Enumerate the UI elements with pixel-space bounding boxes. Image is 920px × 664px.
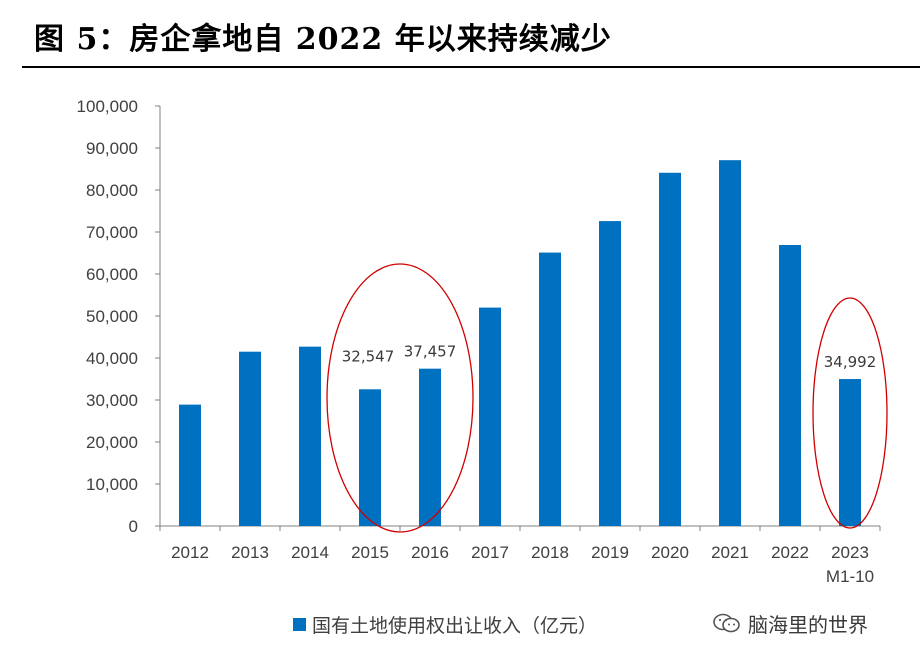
bar-2014 — [299, 346, 321, 526]
legend-label: 国有土地使用权出让收入（亿元） — [312, 614, 598, 637]
y-tick-label: 60,000 — [86, 265, 138, 284]
y-tick-label: 10,000 — [86, 475, 138, 494]
y-tick-label: 100,000 — [77, 97, 138, 116]
title-rule — [22, 66, 920, 68]
x-tick-sublabel: M1-10 — [826, 567, 874, 586]
wechat-icon — [713, 613, 740, 633]
y-tick-label: 20,000 — [86, 433, 138, 452]
bar-2023 — [839, 379, 861, 526]
data-label-2023: 34,992 — [824, 353, 877, 371]
bar-2020 — [659, 172, 681, 526]
bar-2017 — [479, 307, 501, 526]
x-tick-label: 2020 — [651, 543, 689, 562]
y-tick-label: 30,000 — [86, 391, 138, 410]
y-tick-label: 70,000 — [86, 223, 138, 242]
y-tick-label: 80,000 — [86, 181, 138, 200]
bar-2012 — [179, 404, 201, 526]
x-tick-label: 2015 — [351, 543, 389, 562]
x-tick-label: 2022 — [771, 543, 809, 562]
y-tick-label: 40,000 — [86, 349, 138, 368]
x-tick-label: 2014 — [291, 543, 329, 562]
y-tick-label: 50,000 — [86, 307, 138, 326]
highlight-ellipse — [326, 263, 474, 533]
bar-2021 — [719, 160, 741, 526]
data-label-2015: 32,547 — [342, 347, 395, 365]
bar-2013 — [239, 351, 261, 526]
x-tick-label: 2023 — [831, 543, 869, 562]
figure-title: 图 5：房企拿地自 2022 年以来持续减少 — [34, 22, 612, 57]
bar-2018 — [539, 252, 561, 526]
highlight-ellipse — [812, 297, 888, 529]
watermark-text: 脑海里的世界 — [748, 612, 868, 637]
bar-2015 — [359, 389, 381, 526]
x-tick-label: 2013 — [231, 543, 269, 562]
x-tick-label: 2016 — [411, 543, 449, 562]
x-tick-label: 2021 — [711, 543, 749, 562]
x-tick-label: 2017 — [471, 543, 509, 562]
watermark: 脑海里的世界 — [712, 608, 868, 638]
bar-2019 — [599, 221, 621, 526]
bar-2016 — [419, 368, 441, 526]
bar-2022 — [779, 245, 801, 526]
y-tick-label: 0 — [129, 517, 138, 536]
chart-legend: 国有土地使用权出让收入（亿元） — [293, 610, 597, 638]
y-tick-label: 90,000 — [86, 139, 138, 158]
x-tick-label: 2019 — [591, 543, 629, 562]
data-label-2016: 37,457 — [404, 343, 457, 361]
legend-swatch — [293, 617, 306, 631]
x-tick-label: 2018 — [531, 543, 569, 562]
x-tick-label: 2012 — [171, 543, 209, 562]
